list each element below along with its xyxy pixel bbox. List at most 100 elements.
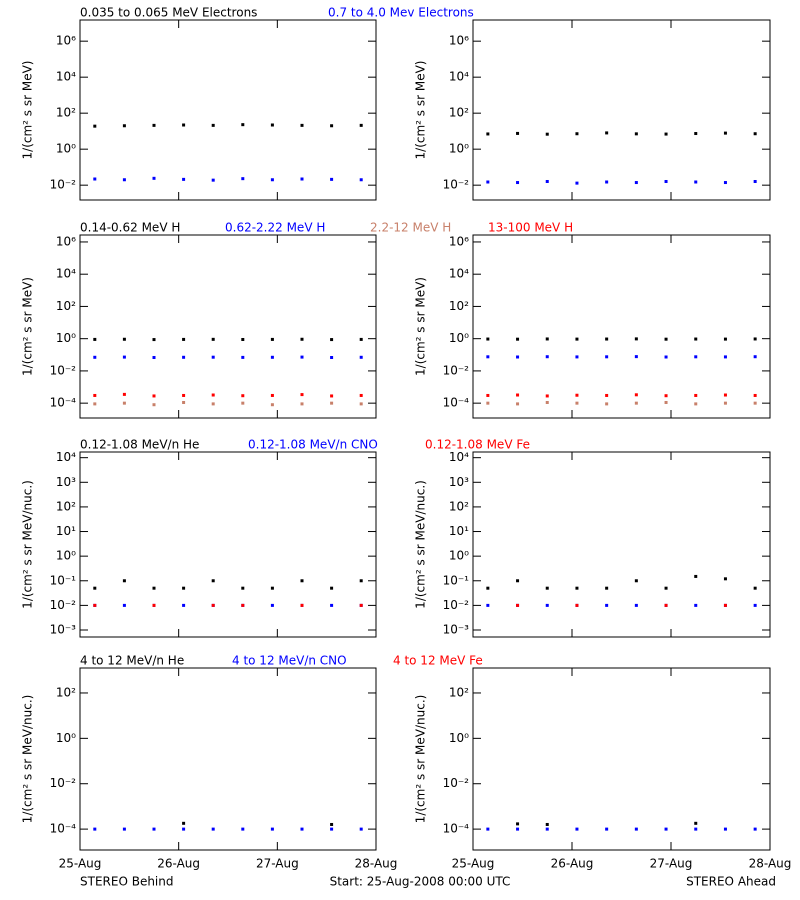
y-tick-label: 10⁻⁴ — [50, 396, 77, 410]
data-point — [753, 603, 757, 607]
data-point — [753, 393, 757, 397]
y-tick-label: 10⁴ — [449, 450, 469, 464]
plot-frame — [79, 667, 377, 851]
data-point — [182, 355, 186, 359]
data-point — [211, 178, 215, 182]
plot-frame — [79, 451, 377, 638]
data-point — [664, 827, 668, 831]
y-tick-label: 10² — [56, 299, 76, 313]
data-point — [330, 355, 334, 359]
data-point — [575, 603, 579, 607]
y-tick-label: 10⁴ — [449, 267, 469, 281]
data-point — [545, 822, 549, 826]
y-axis-label: 1/(cm² s sr MeV/nuc.) — [414, 695, 428, 824]
data-point — [359, 337, 363, 341]
data-point — [664, 400, 668, 404]
data-point — [723, 401, 727, 405]
data-point — [753, 337, 757, 341]
data-point — [270, 403, 274, 407]
data-point — [300, 355, 304, 359]
data-point — [664, 355, 668, 359]
footer-center: Start: 25-Aug-2008 00:00 UTC — [330, 875, 511, 889]
data-point — [516, 579, 520, 583]
data-point — [300, 337, 304, 341]
data-point — [753, 586, 757, 590]
data-point — [516, 822, 520, 826]
data-point — [241, 827, 245, 831]
y-tick-label: 10⁴ — [56, 70, 76, 84]
data-point — [723, 393, 727, 397]
y-tick-label: 10⁶ — [449, 234, 469, 248]
plot-frame — [472, 19, 771, 201]
data-point — [516, 603, 520, 607]
data-point — [545, 355, 549, 359]
y-axis-label: 1/(cm² s sr MeV/nuc.) — [21, 480, 35, 609]
y-tick-label: 10² — [56, 685, 76, 699]
y-tick-label: 10⁻⁴ — [50, 822, 77, 836]
data-point — [694, 337, 698, 341]
data-point — [93, 177, 97, 181]
data-point — [359, 402, 363, 406]
y-tick-label: 10⁰ — [56, 731, 76, 745]
data-point — [723, 181, 727, 185]
data-point — [486, 393, 490, 397]
data-point — [241, 603, 245, 607]
data-point — [359, 355, 363, 359]
data-point — [575, 401, 579, 405]
y-axis-label: 1/(cm² s sr MeV) — [414, 277, 428, 376]
y-tick-label: 10⁻¹ — [443, 573, 470, 587]
data-point — [694, 574, 698, 578]
data-point — [330, 124, 334, 128]
y-tick-label: 10³ — [449, 475, 469, 489]
data-point — [634, 181, 638, 185]
data-point — [93, 827, 97, 831]
data-point — [634, 355, 638, 359]
data-point — [516, 355, 520, 359]
data-point — [270, 337, 274, 341]
y-tick-label: 10⁰ — [56, 549, 76, 563]
x-tick-label: 25-Aug — [59, 857, 102, 871]
data-point — [694, 827, 698, 831]
data-point — [300, 393, 304, 397]
data-point — [182, 827, 186, 831]
data-point — [605, 586, 609, 590]
data-point — [122, 401, 126, 405]
plot-frame — [79, 234, 377, 419]
data-point — [634, 393, 638, 397]
data-point — [93, 586, 97, 590]
data-point — [545, 179, 549, 183]
plot-frame — [472, 667, 771, 851]
x-tick-label: 27-Aug — [650, 857, 693, 871]
data-point — [359, 178, 363, 182]
data-point — [486, 586, 490, 590]
data-point — [270, 123, 274, 127]
data-point — [93, 337, 97, 341]
data-point — [516, 131, 520, 135]
data-point — [545, 586, 549, 590]
data-point — [575, 337, 579, 341]
data-point — [152, 586, 156, 590]
data-point — [122, 337, 126, 341]
data-point — [516, 827, 520, 831]
data-point — [300, 177, 304, 181]
data-point — [122, 178, 126, 182]
data-point — [545, 394, 549, 398]
data-point — [694, 821, 698, 825]
y-tick-label: 10⁶ — [56, 234, 76, 248]
data-point — [664, 586, 668, 590]
data-point — [605, 180, 609, 184]
y-tick-label: 10⁻⁴ — [443, 822, 470, 836]
y-tick-label: 10⁰ — [56, 142, 76, 156]
data-point — [152, 338, 156, 342]
data-point — [694, 603, 698, 607]
data-point — [723, 577, 727, 581]
data-point — [122, 603, 126, 607]
data-point — [211, 123, 215, 127]
data-point — [516, 393, 520, 397]
series-title: 0.12-1.08 MeV Fe — [425, 438, 530, 452]
y-tick-label: 10⁻⁴ — [443, 396, 470, 410]
data-point — [211, 402, 215, 406]
data-point — [359, 603, 363, 607]
data-point — [182, 400, 186, 404]
series-title: 2.2-12 MeV H — [370, 221, 451, 235]
